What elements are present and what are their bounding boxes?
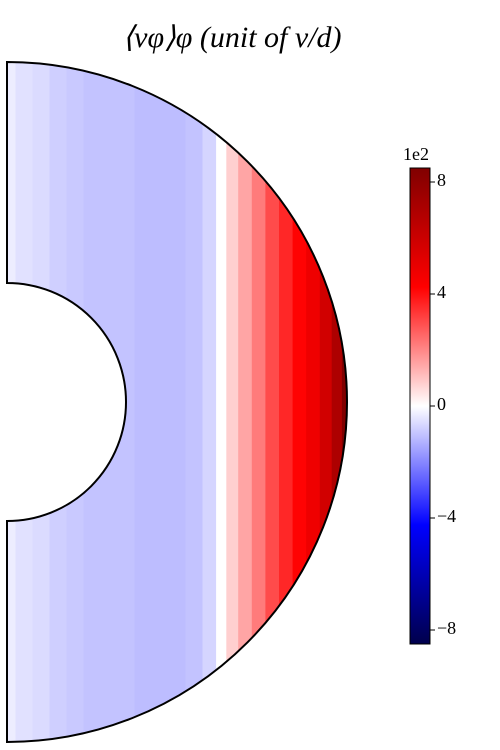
colorbar-offset: 1e2 — [403, 144, 429, 164]
field-band — [319, 62, 333, 742]
field-band — [306, 62, 321, 742]
field-band — [331, 62, 343, 742]
field-band — [341, 62, 347, 742]
field-band — [7, 62, 17, 742]
field-band — [226, 62, 239, 742]
field-band — [66, 62, 85, 742]
field-band — [134, 62, 153, 742]
field-band — [83, 62, 102, 742]
field-band — [216, 62, 227, 742]
field-band — [49, 62, 68, 742]
field-band — [15, 62, 34, 742]
shell-outline — [6, 60, 348, 744]
field-band — [292, 62, 307, 742]
colorbar-tick-label: −4 — [437, 506, 456, 526]
colorbar-tick-label: 8 — [437, 170, 446, 190]
colorbar — [409, 167, 431, 645]
field — [7, 62, 347, 742]
colorbar-tick-label: −8 — [437, 618, 456, 638]
field-band — [251, 62, 266, 742]
field-band — [100, 62, 119, 742]
field-band — [151, 62, 170, 742]
chart-title: ⟨vφ⟩φ (unit of ν/d) — [122, 21, 341, 54]
field-band — [202, 62, 217, 742]
field-band — [32, 62, 51, 742]
colorbar-tick-label: 4 — [437, 282, 446, 302]
colorbar-tick-label: 0 — [437, 394, 446, 414]
field-band — [168, 62, 187, 742]
field-band — [185, 62, 204, 742]
field-band — [265, 62, 280, 742]
field-band — [279, 62, 294, 742]
field-band — [238, 62, 253, 742]
